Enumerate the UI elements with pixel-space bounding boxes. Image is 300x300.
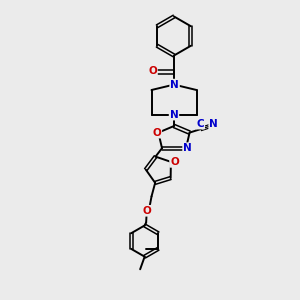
Text: O: O — [142, 206, 151, 216]
Text: O: O — [152, 128, 161, 138]
Text: N: N — [209, 119, 218, 130]
Text: N: N — [183, 143, 192, 153]
Text: O: O — [148, 66, 157, 76]
Text: O: O — [170, 157, 179, 167]
Text: N: N — [169, 110, 178, 120]
Text: C: C — [196, 118, 204, 129]
Text: N: N — [170, 80, 179, 90]
